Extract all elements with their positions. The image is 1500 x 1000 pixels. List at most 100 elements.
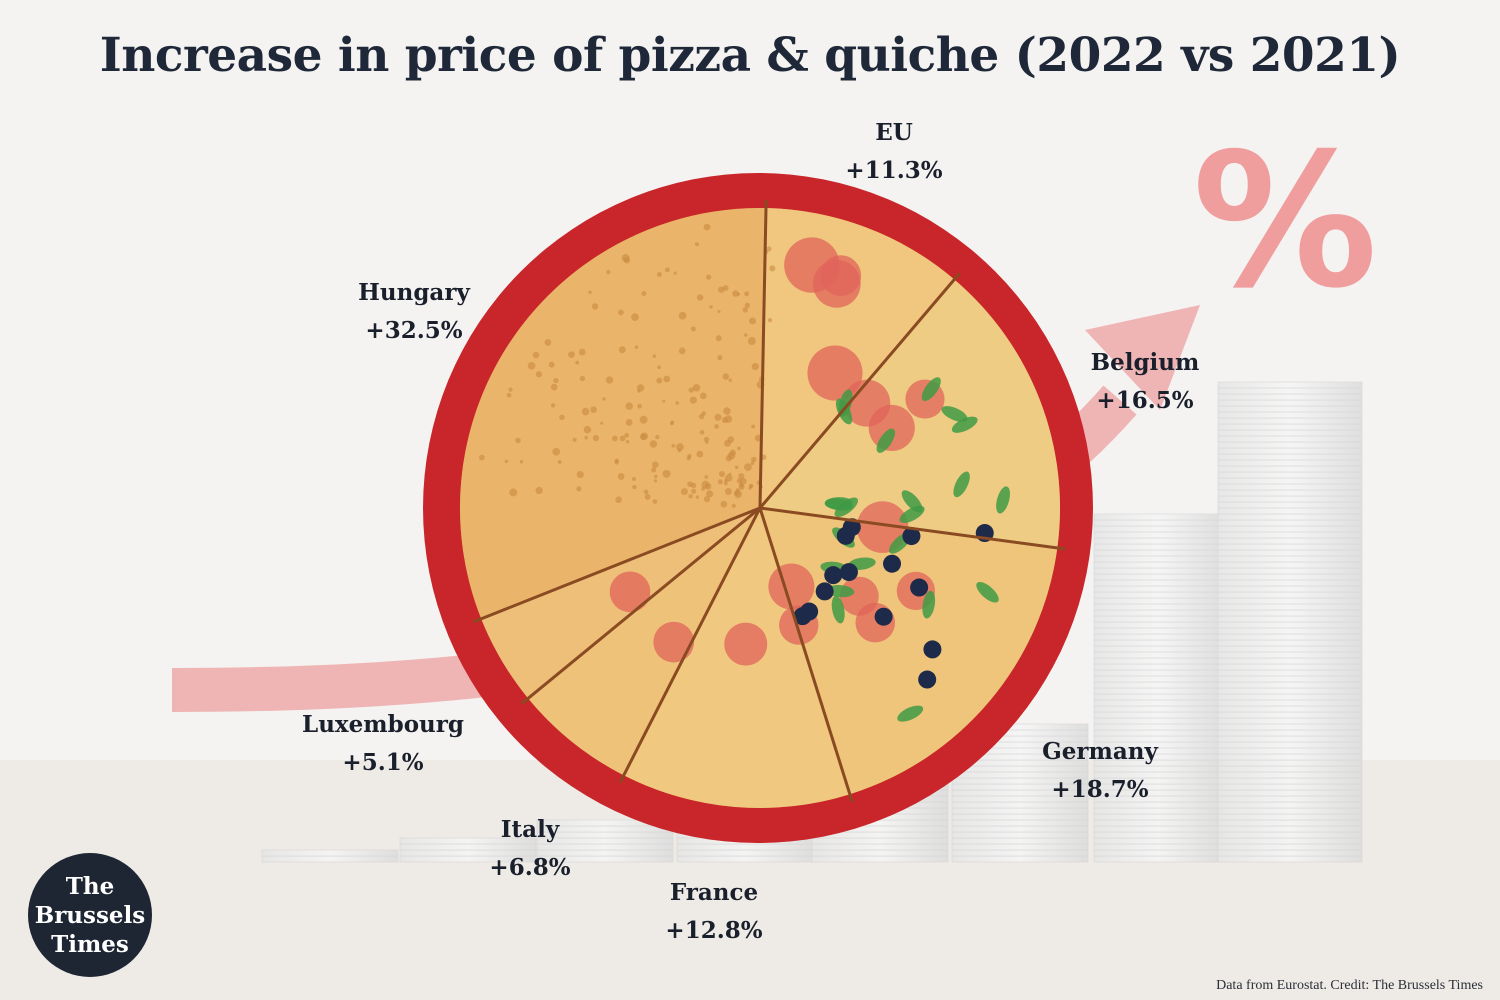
crust-speckle [701, 480, 710, 489]
crust-speckle [649, 440, 658, 448]
logo-line: The [65, 872, 115, 900]
coin-stack [261, 849, 399, 863]
crust-speckle [742, 307, 749, 313]
crust-speckle [643, 489, 649, 495]
crust-speckle [696, 294, 704, 301]
slice-value: +11.3% [845, 157, 943, 184]
crust-speckle [744, 463, 752, 472]
slice-name: Hungary [358, 279, 470, 306]
slice-name: Belgium [1090, 349, 1200, 376]
crust-speckle [623, 257, 631, 264]
pepperoni-icon [609, 571, 651, 613]
crust-speckle [624, 432, 630, 438]
crust-speckle [699, 429, 705, 435]
crust-speckle [578, 348, 586, 356]
crust-speckle [515, 437, 521, 444]
crust-speckle [688, 493, 693, 499]
logo-line: Brussels [34, 901, 146, 929]
crust-speckle [732, 290, 739, 297]
slice-cut-line [759, 506, 1066, 551]
slice-cut-line [520, 506, 761, 705]
crust-speckle [602, 397, 606, 401]
crust-speckle [766, 246, 772, 252]
crust-speckle [600, 421, 604, 425]
crust-speckle [508, 387, 513, 392]
crust-speckle [718, 471, 725, 477]
crust-speckle [709, 305, 713, 309]
olive-icon [839, 563, 858, 582]
crust-speckle [614, 460, 620, 465]
slice-value: +6.8% [489, 854, 571, 881]
crust-speckle [532, 351, 540, 359]
crust-speckle [631, 313, 639, 322]
crust-speckle [724, 488, 732, 495]
crust-speckle [535, 486, 543, 495]
crust-speckle [641, 290, 647, 297]
basil-leaf-icon [976, 581, 999, 603]
pepperoni-icon [653, 621, 695, 663]
crust-speckle [583, 425, 592, 434]
olive-icon [815, 582, 834, 601]
crust-speckle [738, 472, 745, 480]
crust-speckle [751, 362, 759, 371]
crust-speckle [694, 242, 700, 247]
crust-speckle [652, 461, 659, 468]
crust-speckle [750, 461, 755, 466]
crust-speckle [557, 459, 562, 464]
slice-value: +32.5% [365, 317, 463, 344]
slice-label-france: France +12.8% [604, 874, 824, 950]
crust-speckle [675, 401, 679, 405]
crust-speckle [478, 454, 485, 461]
crust-speckle [717, 355, 723, 361]
crust-speckle [695, 495, 700, 499]
crust-speckle [690, 326, 696, 332]
crust-speckle [717, 479, 723, 485]
slice-name: Italy [500, 816, 560, 843]
crust-speckle [688, 387, 694, 393]
source-credit: Data from Eurostat. Credit: The Brussels… [1216, 978, 1483, 993]
percent-symbol-icon: % [1192, 113, 1377, 329]
crust-speckle [605, 376, 614, 384]
crust-speckle [591, 303, 599, 310]
crust-speckle [625, 402, 633, 410]
crust-speckle [657, 365, 661, 370]
slice-value: +5.1% [342, 749, 424, 776]
basil-leaf-icon [941, 406, 968, 422]
crust-speckle [588, 290, 592, 295]
olive-icon [836, 526, 855, 545]
crust-speckle [724, 439, 732, 447]
slice-cut-line [758, 200, 768, 509]
crust-speckle [704, 474, 709, 479]
crust-speckle [680, 488, 688, 496]
crust-speckle [717, 310, 721, 314]
crust-speckle [737, 446, 741, 451]
slice-label-hungary: Hungary +32.5% [304, 274, 524, 350]
crust-speckle [717, 286, 725, 293]
crust-speckle [506, 392, 512, 398]
coin-stack [1093, 513, 1223, 863]
crust-speckle [584, 435, 589, 440]
basil-leaf-icon [951, 416, 978, 433]
crust-speckle [723, 481, 728, 486]
coin-stack [536, 819, 674, 863]
slice-cut-line [758, 272, 961, 509]
crust-speckle [519, 460, 524, 464]
crust-speckle [576, 486, 582, 492]
crust-speckle [550, 403, 556, 408]
crust-speckle [590, 406, 597, 413]
crust-speckle [639, 415, 648, 424]
slice-label-belgium: Belgium +16.5% [1035, 344, 1255, 420]
crust-speckle [662, 469, 671, 478]
crust-speckle [687, 453, 692, 459]
crust-speckle [678, 347, 686, 355]
slice-cut-line [758, 507, 854, 803]
crust-speckle [637, 389, 641, 393]
basil-leaf-icon [996, 486, 1010, 514]
slice-label-italy: Italy +6.8% [420, 811, 640, 887]
logo-line: Times [51, 930, 129, 958]
basil-leaf-icon [922, 590, 936, 619]
crust-speckle [738, 484, 745, 490]
crust-speckle [728, 472, 732, 476]
basil-leaf-icon [834, 497, 858, 517]
